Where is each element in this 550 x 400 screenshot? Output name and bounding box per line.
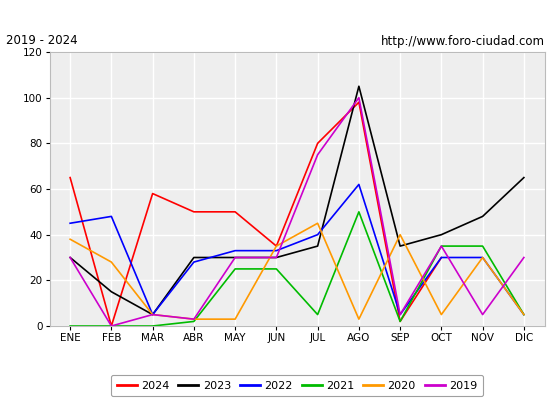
Text: http://www.foro-ciudad.com: http://www.foro-ciudad.com <box>381 34 544 48</box>
Legend: 2024, 2023, 2022, 2021, 2020, 2019: 2024, 2023, 2022, 2021, 2020, 2019 <box>111 375 483 396</box>
Text: Evolucion Nº Turistas Extranjeros en el municipio de Encinedo: Evolucion Nº Turistas Extranjeros en el … <box>48 8 502 22</box>
Text: 2019 - 2024: 2019 - 2024 <box>6 34 77 48</box>
